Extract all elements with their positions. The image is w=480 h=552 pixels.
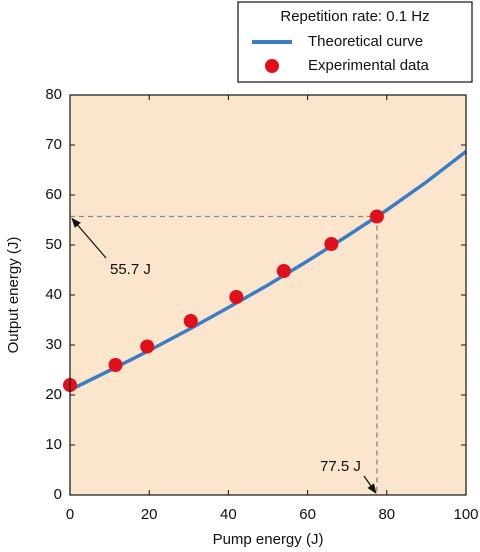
x-axis-label: Pump energy (J) (213, 531, 324, 548)
y-tick-label: 70 (45, 136, 62, 153)
y-tick-label: 10 (45, 436, 62, 453)
data-point (140, 339, 155, 354)
legend: Repetition rate: 0.1 Hz Theoretical curve… (237, 1, 473, 83)
legend-title: Repetition rate: 0.1 Hz (280, 8, 429, 25)
y-tick-label: 30 (45, 336, 62, 353)
plot-background (70, 95, 466, 495)
data-point (183, 314, 198, 328)
plot-frame (69, 94, 467, 496)
y-axis-label: Output energy (J) (5, 237, 22, 354)
y-tick-label: 0 (54, 486, 62, 503)
annotation-arrow (71, 217, 107, 259)
annotation: 55.7 J (110, 261, 151, 278)
y-tick-label: 80 (45, 86, 62, 103)
data-point (369, 209, 384, 224)
y-tick-label: 60 (45, 186, 62, 203)
legend-label: Experimental data (308, 57, 430, 74)
annotation: 77.5 J (320, 458, 361, 475)
y-tick-label: 20 (45, 386, 62, 403)
x-tick-label: 100 (453, 506, 478, 523)
x-tick-label: 20 (141, 506, 158, 523)
data-point (229, 290, 244, 304)
theoretical-curve (69, 150, 468, 392)
data-point (108, 358, 123, 372)
data-point (276, 264, 291, 278)
legend-label: Theoretical curve (308, 33, 423, 50)
x-tick-label: 80 (378, 506, 395, 523)
data-point (324, 237, 339, 251)
y-tick-label: 50 (45, 236, 62, 253)
x-tick-label: 40 (220, 506, 237, 523)
x-tick-label: 0 (66, 506, 74, 523)
legend-swatch (265, 59, 279, 73)
x-tick-label: 60 (299, 506, 316, 523)
annotation-arrow (363, 475, 377, 494)
y-tick-label: 40 (45, 286, 62, 303)
